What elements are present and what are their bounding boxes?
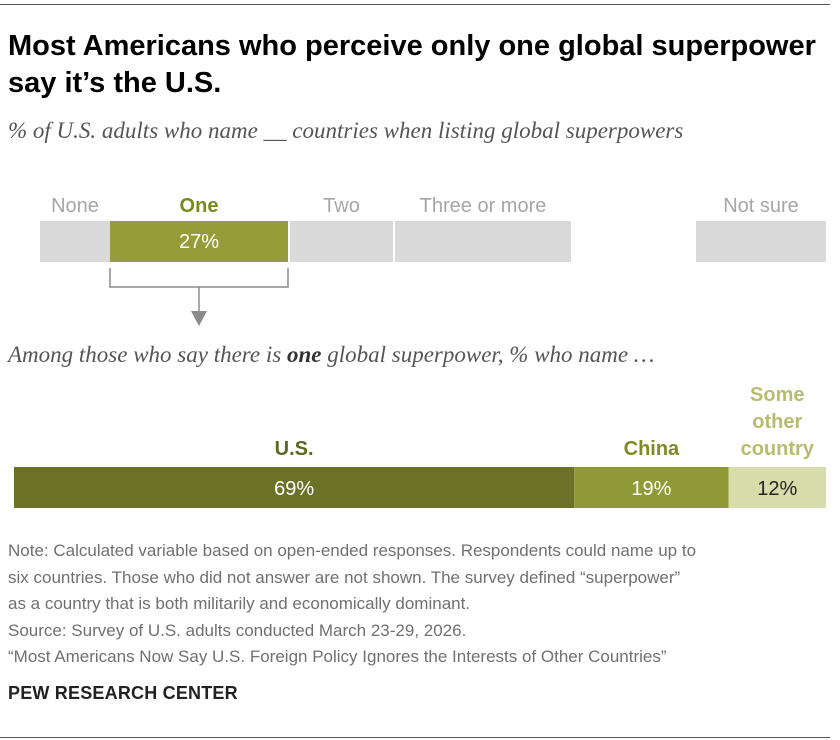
breakdown-subtitle-end: global superpower, % who name … bbox=[321, 342, 655, 367]
category-label: Not sure bbox=[723, 195, 799, 217]
bottom-rule bbox=[0, 737, 830, 738]
category-label: country bbox=[741, 438, 815, 460]
bar-segment bbox=[574, 467, 729, 508]
bar-two bbox=[290, 221, 393, 262]
breakdown-subtitle-start: Among those who say there is bbox=[8, 342, 287, 367]
source-line: Source: Survey of U.S. adults conducted … bbox=[8, 620, 467, 640]
bar-segment bbox=[14, 467, 575, 508]
note-line: Note: Calculated variable based on open-… bbox=[8, 541, 697, 560]
bar-segment bbox=[728, 467, 826, 508]
category-label: None bbox=[51, 195, 99, 217]
note-line: six countries. Those who did not answer … bbox=[8, 567, 681, 587]
top-rule bbox=[0, 4, 830, 5]
bar-three-or-more bbox=[395, 221, 571, 262]
category-label: other bbox=[752, 411, 802, 433]
data-label: 19% bbox=[631, 478, 671, 500]
category-label: China bbox=[624, 438, 680, 460]
footnotes: Note: Calculated variable based on open-… bbox=[8, 538, 830, 671]
chart-canvas: None One 27% Two Three or more Not sure 69% U.S… bbox=[14, 195, 826, 508]
data-label: 27% bbox=[179, 231, 219, 253]
category-label: One bbox=[180, 195, 219, 217]
arrow-head bbox=[191, 311, 207, 326]
data-label: 12% bbox=[757, 478, 797, 500]
category-label: Two bbox=[323, 195, 360, 217]
bracket bbox=[109, 268, 289, 288]
bar-one bbox=[110, 221, 288, 262]
brand-label: PEW RESEARCH CENTER bbox=[8, 683, 238, 703]
breakdown-subtitle-emphasis: one bbox=[286, 342, 322, 367]
breakdown-subtitle: Among those who say there is one global … bbox=[8, 342, 828, 368]
note-line: as a country that is both militarily and… bbox=[8, 594, 471, 613]
category-label: Some bbox=[750, 384, 804, 406]
report-title-line: “Most Americans Now Say U.S. Foreign Pol… bbox=[8, 647, 667, 666]
bar-not-sure bbox=[696, 221, 826, 262]
bar-none bbox=[40, 221, 110, 262]
chart-subtitle: % of U.S. adults who name __ countries w… bbox=[8, 118, 684, 143]
data-label: 69% bbox=[274, 478, 314, 500]
chart-title: Most Americans who perceive only one glo… bbox=[8, 30, 816, 99]
category-label: U.S. bbox=[275, 438, 314, 460]
category-label: Three or more bbox=[420, 195, 547, 217]
